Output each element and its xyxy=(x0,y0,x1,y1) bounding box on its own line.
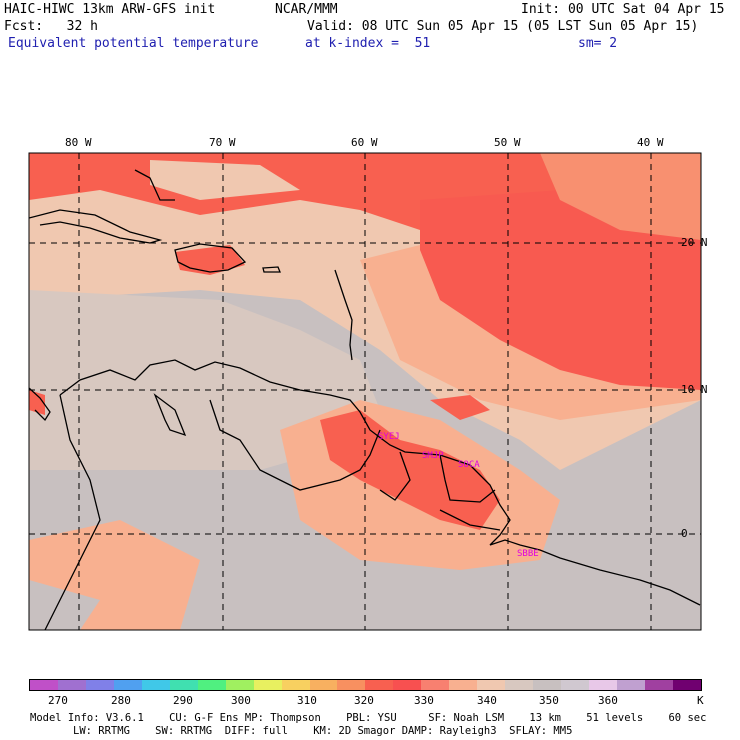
colorbar xyxy=(29,679,702,691)
station-soca: SOCA xyxy=(458,460,480,470)
model-title: HAIC-HIWC 13km ARW-GFS init xyxy=(4,2,216,17)
coastlines xyxy=(29,169,701,630)
colorbar-swatch xyxy=(672,680,701,690)
colorbar-swatch xyxy=(57,680,86,690)
colorbar-unit: K xyxy=(697,694,704,707)
lon-label-50w: 50 W xyxy=(494,136,521,149)
colorbar-swatch xyxy=(85,680,114,690)
colorbar-label-280: 280 xyxy=(111,694,131,707)
colorbar-label-290: 290 xyxy=(173,694,193,707)
station-syej: SYEJ xyxy=(378,432,400,442)
colorbar-swatch xyxy=(561,680,590,690)
station-smjp: SMJP xyxy=(422,451,444,461)
colorbar-swatch xyxy=(225,680,254,690)
colorbar-label-340: 340 xyxy=(477,694,497,707)
colorbar-swatch xyxy=(393,680,422,690)
colorbar-label-310: 310 xyxy=(297,694,317,707)
lat-lon-grid xyxy=(29,153,701,630)
colorbar-swatch xyxy=(505,680,534,690)
colorbar-swatch xyxy=(309,680,338,690)
lat-label-10n: 10 N xyxy=(681,383,708,396)
colorbar-swatch xyxy=(169,680,198,690)
colorbar-swatch xyxy=(281,680,310,690)
colorbar-label-350: 350 xyxy=(539,694,559,707)
lon-label-40w: 40 W xyxy=(637,136,664,149)
colorbar-swatch xyxy=(197,680,226,690)
valid-time: Valid: 08 UTC Sun 05 Apr 15 (05 LST Sun … xyxy=(307,19,699,34)
colorbar-label-360: 360 xyxy=(598,694,618,707)
init-time: Init: 00 UTC Sat 04 Apr 15 xyxy=(521,2,725,17)
smoothing-info: sm= 2 xyxy=(578,36,618,51)
colorbar-label-270: 270 xyxy=(48,694,68,707)
colorbar-swatch xyxy=(365,680,394,690)
colorbar-swatch xyxy=(449,680,478,690)
colorbar-swatch xyxy=(141,680,170,690)
colorbar-swatch xyxy=(421,680,450,690)
colorbar-label-330: 330 xyxy=(414,694,434,707)
forecast-hour: Fcst: 32 h xyxy=(4,19,98,34)
lon-label-70w: 70 W xyxy=(209,136,236,149)
lat-label-20n: 20 N xyxy=(681,236,708,249)
model-info-line1: Model Info: V3.6.1 CU: G-F Ens MP: Thomp… xyxy=(30,712,707,724)
map-frame xyxy=(28,152,702,631)
lon-label-60w: 60 W xyxy=(351,136,378,149)
model-info-line2: LW: RRTMG SW: RRTMG DIFF: full KM: 2D Sm… xyxy=(73,725,573,737)
field-name: Equivalent potential temperature xyxy=(8,36,259,51)
colorbar-swatch xyxy=(589,680,618,690)
colorbar-label-300: 300 xyxy=(231,694,251,707)
organization: NCAR/MMM xyxy=(275,2,338,17)
level-info: at k-index = 51 xyxy=(305,36,431,51)
colorbar-swatch xyxy=(477,680,506,690)
lon-label-80w: 80 W xyxy=(65,136,92,149)
colorbar-swatch xyxy=(533,680,562,690)
colorbar-swatch xyxy=(253,680,282,690)
colorbar-swatch xyxy=(337,680,366,690)
colorbar-swatch xyxy=(113,680,142,690)
colorbar-swatch xyxy=(617,680,645,690)
lat-label-0: 0 xyxy=(681,527,688,540)
colorbar-label-320: 320 xyxy=(354,694,374,707)
colorbar-swatch xyxy=(30,680,58,690)
colorbar-swatch xyxy=(644,680,673,690)
station-sbbe: SBBE xyxy=(517,549,539,559)
